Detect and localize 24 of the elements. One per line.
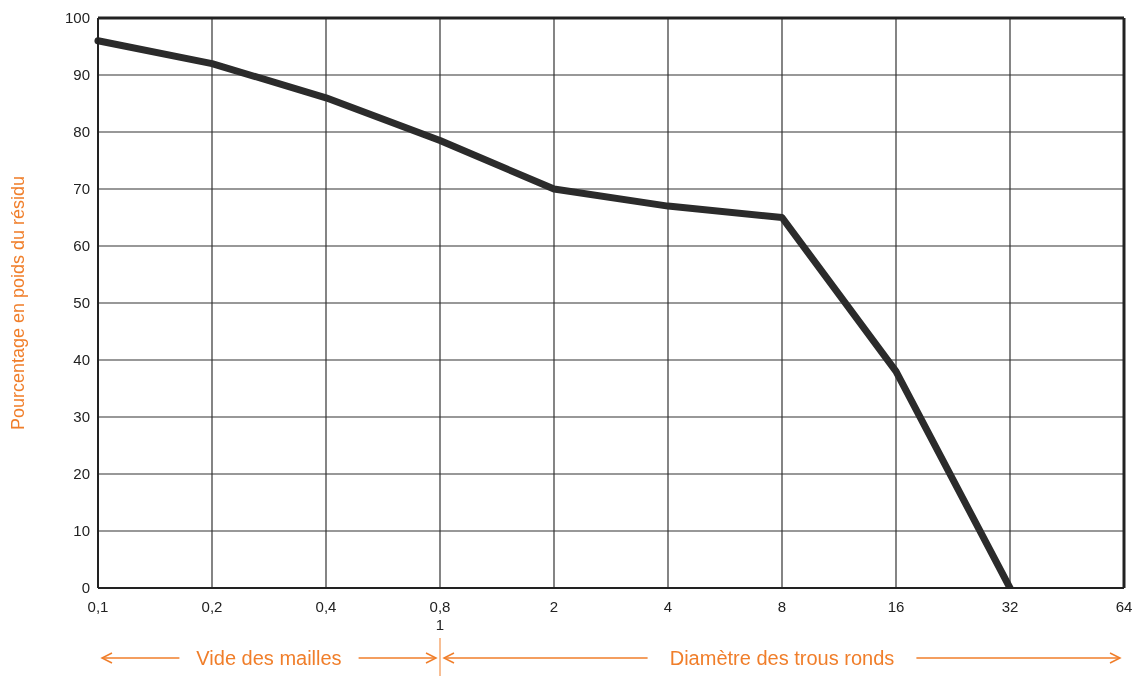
text: Vide des mailles [196, 647, 342, 669]
x-tick-label: 0,8 1 [429, 598, 451, 633]
y-tick-label: 100 [64, 9, 90, 27]
x-tick-label: 64 [1115, 598, 1133, 615]
x-tick-label: 16 [887, 598, 905, 615]
y-tick-label: 70 [73, 180, 90, 198]
y-tick-label: 0 [81, 579, 90, 597]
text: Diamètre des trous ronds [669, 647, 895, 669]
x-tick-label: 0,2 [201, 598, 223, 615]
y-tick-label: 20 [73, 465, 90, 483]
x-tick-label: 0,4 [315, 598, 337, 615]
x-tick-label: 8 [777, 598, 787, 615]
y-tick-label: 90 [73, 66, 90, 84]
y-tick-label: 40 [73, 351, 90, 369]
y-tick-label: 60 [73, 237, 90, 255]
x-tick-label: 32 [1001, 598, 1019, 615]
x-tick-label: 0,1 [87, 598, 109, 615]
x-tick-label: 2 [549, 598, 559, 615]
y-tick-label: 10 [73, 522, 90, 540]
y-tick-label: 80 [73, 123, 90, 141]
y-axis-title: Pourcentage en poids du résidu [8, 175, 29, 431]
y-tick-label: 50 [73, 294, 90, 312]
x-tick-label: 4 [663, 598, 673, 615]
y-tick-label: 30 [73, 408, 90, 426]
